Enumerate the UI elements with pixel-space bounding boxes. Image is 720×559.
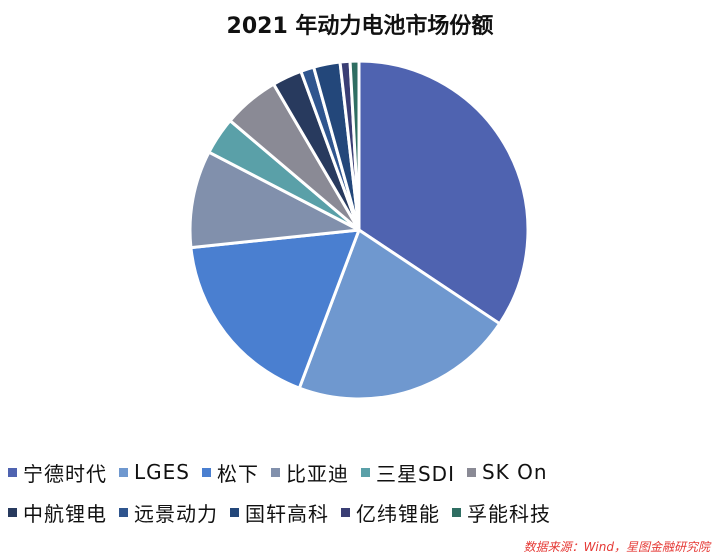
legend-swatch [341,507,350,517]
legend: 宁德时代 LGES 松下 比亚迪 三星SDI SK On 中航锂电 [8,452,720,532]
pie-slice [297,228,502,401]
legend-item: 亿纬锂能 [341,498,440,527]
legend-row-1: 宁德时代 LGES 松下 比亚迪 三星SDI SK On [8,452,720,492]
legend-item: LGES [119,460,190,484]
legend-label: 比亚迪 [285,461,349,486]
legend-label: 中航锂电 [23,501,107,526]
legend-item: SK On [466,460,548,484]
pie-chart [188,59,530,401]
legend-swatch [119,507,128,517]
legend-swatch [8,507,17,517]
legend-label: 松下 [216,461,259,486]
pie-slice [188,150,361,250]
legend-item: 孚能科技 [452,498,551,527]
legend-label: 远景动力 [134,501,218,526]
legend-item: 松下 [201,458,259,487]
legend-label: 亿纬锂能 [356,501,440,526]
legend-swatch [201,467,211,477]
legend-item: 远景动力 [119,498,218,527]
legend-swatch [466,467,476,477]
legend-label: 宁德时代 [23,461,107,486]
legend-swatch [270,467,280,477]
legend-item: 比亚迪 [270,458,349,487]
pie-slice [189,228,361,390]
legend-swatch [360,467,370,477]
source-note: 数据来源：Wind，星图金融研究院 [523,540,710,554]
legend-swatch [119,467,128,477]
pie-slice [348,59,361,232]
legend-label: 三星SDI [375,461,455,486]
legend-item: 宁德时代 [8,458,107,487]
legend-label: 孚能科技 [467,501,551,526]
legend-label: SK On [481,460,548,484]
legend-label: 国轩高科 [245,501,329,526]
chart-title: 2021 年动力电池市场份额 [226,14,494,39]
legend-row-2: 中航锂电 远景动力 国轩高科 亿纬锂能 孚能科技 [8,492,720,532]
legend-item: 三星SDI [360,458,455,487]
legend-item: 国轩高科 [230,498,329,527]
legend-swatch [452,507,461,517]
legend-swatch [230,507,239,517]
legend-item: 中航锂电 [8,498,107,527]
legend-swatch [8,467,17,477]
legend-label: LGES [134,460,190,484]
